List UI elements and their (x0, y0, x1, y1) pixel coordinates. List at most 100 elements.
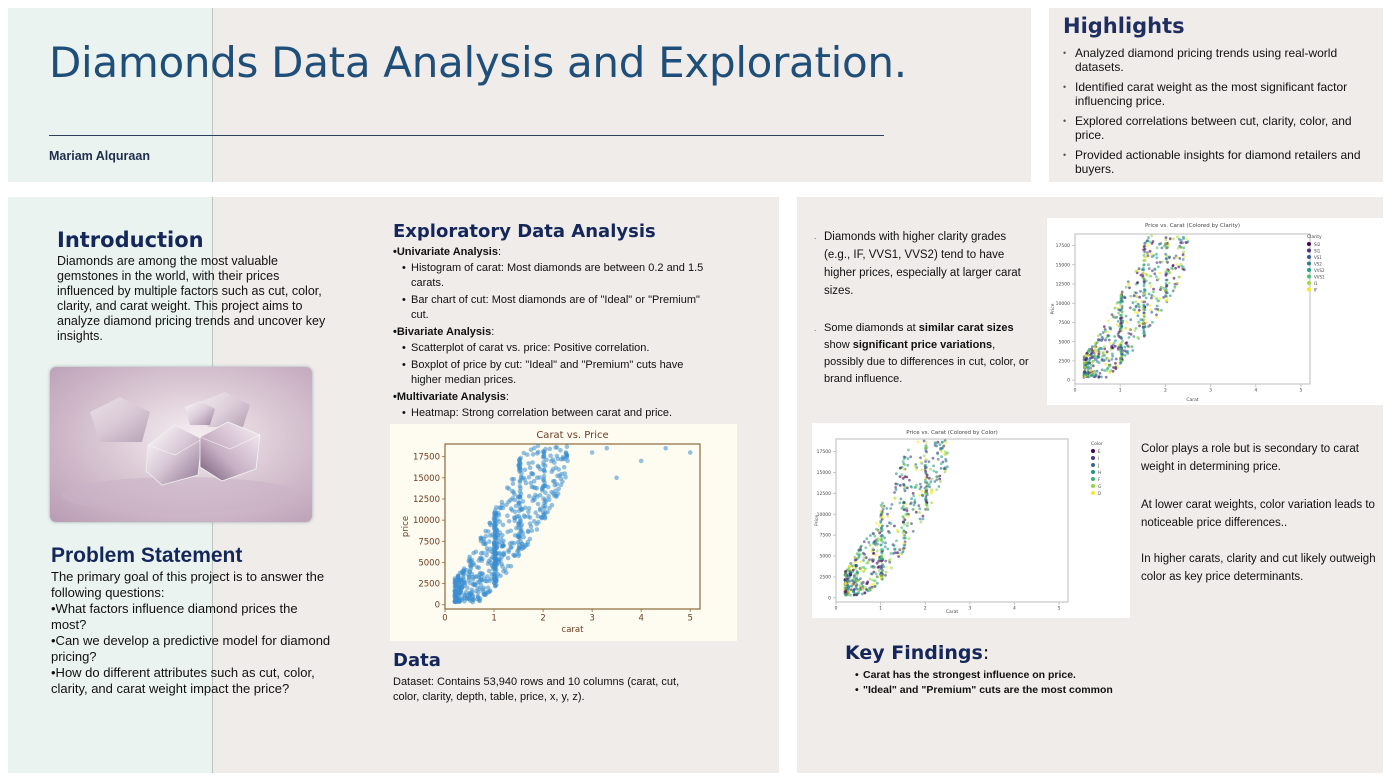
data-point (932, 469, 936, 473)
data-point (894, 488, 898, 492)
data-point (940, 455, 943, 458)
data-point (898, 475, 902, 478)
data-point (866, 580, 870, 584)
data-point (1117, 311, 1120, 315)
data-point (911, 529, 915, 533)
data-point (560, 456, 566, 461)
data-point (542, 506, 547, 511)
data-point (1123, 353, 1127, 357)
x-tick-label: 0 (1074, 388, 1077, 394)
data-point (944, 441, 948, 444)
data-point (1158, 260, 1162, 264)
data-point (871, 578, 874, 582)
data-point (1083, 355, 1086, 358)
data-point (918, 517, 922, 521)
data-point (886, 547, 890, 551)
data-point (1136, 314, 1140, 318)
data-point (884, 570, 888, 574)
highlights-panel: Highlights Analyzed diamond pricing tren… (1049, 8, 1383, 182)
data-point (1113, 344, 1117, 348)
data-point (1120, 306, 1124, 310)
data-point (1148, 304, 1152, 307)
data-point (478, 535, 483, 541)
data-point (919, 460, 923, 464)
data-point (899, 466, 902, 470)
data-point (930, 477, 934, 481)
data-point (1171, 264, 1175, 268)
data-point (1143, 255, 1147, 259)
data-point (1136, 281, 1140, 284)
data-point (884, 573, 887, 577)
data-point (1183, 255, 1186, 259)
data-point (1129, 318, 1133, 322)
data-point (1165, 260, 1169, 263)
data-point (1144, 296, 1148, 300)
data-point (492, 578, 497, 583)
data-point (913, 498, 917, 502)
data-point (1150, 252, 1153, 256)
data-point (1142, 326, 1145, 329)
data-point (1152, 254, 1156, 257)
data-point (844, 589, 848, 593)
data-point (1177, 265, 1181, 269)
data-point (906, 524, 909, 527)
page-title: Diamonds Data Analysis and Exploration. (49, 38, 907, 87)
data-point (868, 543, 872, 547)
data-point (1114, 361, 1117, 365)
data-point (519, 527, 524, 532)
data-point (862, 565, 865, 569)
data-point (526, 474, 532, 480)
data-point (900, 526, 904, 530)
data-point (1133, 329, 1137, 332)
data-point (553, 445, 558, 450)
data-point (921, 494, 925, 498)
x-tick-label: 0 (835, 606, 838, 612)
data-point (910, 497, 913, 500)
y-tick-label: 15000 (413, 474, 440, 484)
data-point (1186, 240, 1190, 243)
data-point (1096, 334, 1100, 338)
data-point (1164, 236, 1168, 239)
data-point (1162, 287, 1165, 290)
data-point (1153, 268, 1157, 272)
data-point (456, 576, 461, 582)
data-point (1127, 283, 1131, 287)
data-point (925, 465, 928, 469)
data-point (1141, 308, 1145, 312)
data-point (1134, 326, 1138, 330)
data-point (918, 507, 922, 511)
data-point (1179, 263, 1183, 266)
data-point (897, 555, 901, 558)
data-point (847, 593, 851, 596)
y-tick-label: 5000 (1059, 339, 1071, 345)
data-point (1090, 351, 1094, 355)
data-point (938, 477, 942, 481)
data-point (501, 543, 507, 548)
data-point (1147, 267, 1151, 270)
y-tick-label: 10000 (413, 516, 440, 526)
data-title: Data (393, 650, 441, 671)
legend-marker (1091, 477, 1095, 481)
data-point (863, 553, 866, 556)
data-point (879, 574, 883, 578)
data-point (485, 574, 490, 579)
data-point (501, 538, 506, 544)
data-point (907, 514, 910, 518)
data-point (1115, 315, 1119, 319)
data-point (1117, 343, 1121, 347)
data-point (477, 586, 483, 592)
legend-label: E (1098, 449, 1101, 454)
data-point (1142, 271, 1145, 275)
data-point (1176, 256, 1179, 259)
data-point (478, 555, 483, 561)
data-point (1107, 359, 1111, 363)
data-point (881, 516, 885, 520)
data-point (879, 554, 883, 558)
data-point (1146, 239, 1149, 243)
data-point (928, 485, 931, 489)
data-point (1093, 358, 1097, 361)
data-point (1152, 290, 1155, 294)
data-point (565, 458, 570, 464)
data-point (1146, 244, 1149, 247)
data-point (902, 483, 906, 487)
